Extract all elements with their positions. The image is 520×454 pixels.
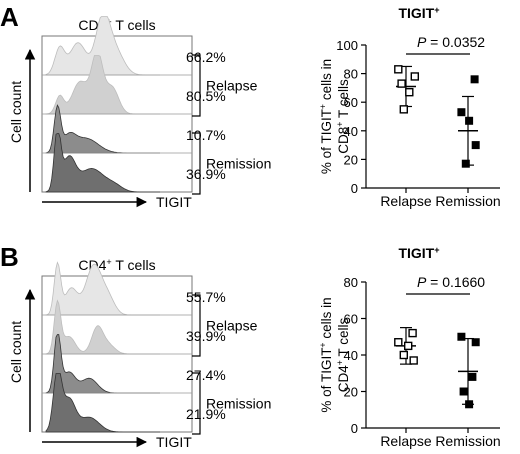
histogram-title: CD8+ T cells (78, 17, 155, 33)
x-tick-label: Relapse (380, 193, 432, 209)
scatter-title: TIGIT+ (398, 245, 439, 261)
scatter-ylabel-line1: % of TIGIT+ cells in (318, 297, 334, 412)
histogram-percent: 55.7% (186, 289, 226, 305)
histogram-percent: 39.9% (186, 328, 226, 344)
histogram-curve (45, 133, 160, 193)
scatter-title: TIGIT+ (398, 5, 439, 21)
remission-point (470, 75, 479, 84)
y-tick-label: 100 (336, 38, 358, 53)
relapse-point (394, 338, 403, 347)
scatter-ylabel-line1: % of TIGIT+ cells in (318, 59, 334, 174)
remission-point (465, 116, 474, 125)
panel-letter: B (0, 242, 19, 272)
y-tick-label: 60 (344, 312, 358, 327)
scatter-ylabel-line2: CD4+ T cells (335, 318, 351, 393)
histogram-percent: 80.5% (186, 88, 226, 104)
histogram-ylabel: Cell count (8, 81, 24, 143)
remission-point (461, 159, 470, 168)
remission-point (459, 387, 468, 396)
y-tick-label: 80 (344, 67, 358, 82)
histogram-percent: 66.2% (186, 49, 226, 65)
panel-b: B CD4+ T cells 55.7% 39.9% 27.4% 21.9% Relapse… (0, 242, 501, 450)
x-tick-label: Relapse (380, 433, 432, 449)
remission-point (471, 141, 480, 150)
y-tick-label: 0 (351, 181, 358, 196)
group-bracket (192, 132, 201, 195)
y-tick-label: 20 (344, 385, 358, 400)
histogram-percent: 21.9% (186, 406, 226, 422)
panel-letter: A (0, 2, 19, 32)
panel-a: A CD8+ T cells 66.2% 80.5% 10.7% 36.9% Relapse… (0, 2, 501, 210)
y-tick-label: 20 (344, 152, 358, 167)
remission-point (457, 108, 466, 117)
histogram-ylabel: Cell count (8, 321, 24, 383)
histogram-percent: 10.7% (186, 127, 226, 143)
scatter-ylabel-line2: CD8+ T cells (335, 79, 351, 154)
relapse-point (394, 65, 403, 74)
group-label: Remission (206, 396, 271, 412)
histogram-curve (45, 373, 160, 433)
group-label: Relapse (206, 78, 258, 94)
remission-point (471, 338, 480, 347)
histogram-xlabel: TIGIT (156, 194, 192, 210)
group-bracket (192, 294, 201, 357)
x-tick-label: Remission (435, 193, 500, 209)
relapse-point (405, 87, 414, 97)
group-bracket (192, 372, 201, 435)
relapse-point (399, 105, 408, 114)
p-value: P = 0.1660 (417, 274, 485, 290)
remission-point (457, 332, 466, 341)
p-value: P = 0.0352 (417, 34, 485, 50)
group-label: Remission (206, 156, 271, 172)
y-tick-label: 0 (351, 421, 358, 436)
y-tick-label: 60 (344, 95, 358, 110)
histogram-xlabel: TIGIT (156, 434, 192, 450)
histogram-percent: 27.4% (186, 367, 226, 383)
y-tick-label: 40 (344, 124, 358, 139)
group-bracket (192, 54, 201, 117)
relapse-point (410, 72, 419, 81)
remission-point (465, 400, 474, 409)
relapse-point (409, 356, 418, 365)
x-tick-label: Remission (435, 433, 500, 449)
relapse-point (397, 79, 406, 88)
relapse-point (404, 341, 413, 351)
y-tick-label: 80 (344, 275, 358, 290)
histogram-percent: 36.9% (186, 166, 226, 182)
y-tick-label: 40 (344, 348, 358, 363)
relapse-point (408, 328, 417, 338)
group-label: Relapse (206, 318, 258, 334)
relapse-point (399, 350, 408, 360)
remission-point (468, 372, 477, 381)
